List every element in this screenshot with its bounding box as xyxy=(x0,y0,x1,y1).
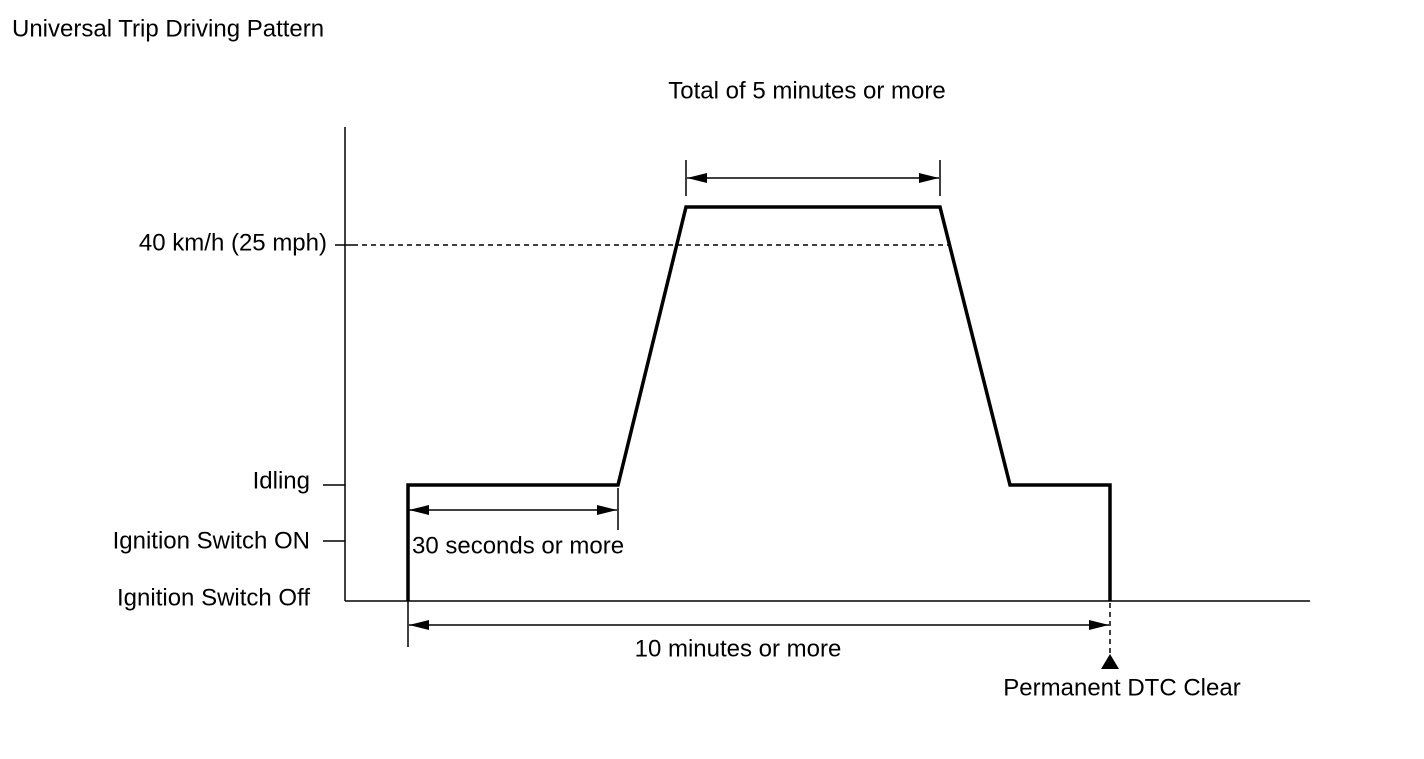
annotation: 30 seconds or more xyxy=(412,532,624,559)
clear-marker xyxy=(1101,654,1119,669)
annotation: 10 minutes or more xyxy=(635,635,842,662)
driving-profile xyxy=(406,205,1112,601)
level-label: Ignition Switch ON xyxy=(113,527,310,554)
level-label: Idling xyxy=(253,467,310,494)
title: Universal Trip Driving Pattern xyxy=(12,15,324,42)
annotation: Total of 5 minutes or more xyxy=(668,77,945,104)
level-label: 40 km/h (25 mph) xyxy=(139,229,327,256)
level-label: Ignition Switch Off xyxy=(117,584,310,611)
annotation: Permanent DTC Clear xyxy=(1003,674,1240,701)
